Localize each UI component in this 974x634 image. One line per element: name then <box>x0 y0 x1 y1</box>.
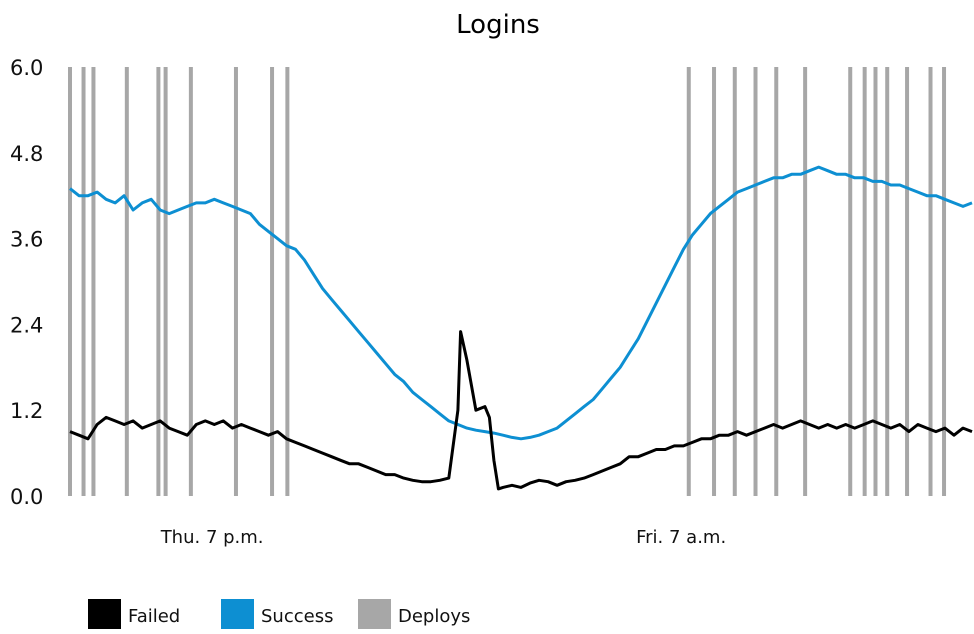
deploy-markers <box>68 67 947 496</box>
chart-title: Logins <box>456 10 540 40</box>
x-tick-label: Fri. 7 a.m. <box>636 527 726 548</box>
series-lines <box>69 165 973 491</box>
legend-swatch-failed <box>88 599 121 629</box>
x-tick-label: Thu. 7 p.m. <box>160 527 264 548</box>
legend-label-success: Success <box>261 606 333 627</box>
y-tick-label: 4.8 <box>10 142 43 166</box>
legend-swatch-deploys <box>358 599 391 629</box>
y-tick-label: 0.0 <box>10 485 43 509</box>
x-axis-tick-labels: Thu. 7 p.m. Fri. 7 a.m. <box>160 527 727 548</box>
series-line-success <box>69 165 973 441</box>
legend: Failed Success Deploys <box>88 599 470 629</box>
y-tick-label: 1.2 <box>10 399 43 423</box>
y-axis-tick-labels: 0.0 1.2 2.4 3.6 4.8 6.0 <box>10 56 43 509</box>
y-tick-label: 3.6 <box>10 228 43 252</box>
legend-label-deploys: Deploys <box>398 606 470 627</box>
series-line-failed <box>69 330 973 491</box>
y-tick-label: 6.0 <box>10 56 43 80</box>
y-tick-label: 2.4 <box>10 313 43 337</box>
legend-swatch-success <box>221 599 254 629</box>
legend-label-failed: Failed <box>128 606 180 627</box>
